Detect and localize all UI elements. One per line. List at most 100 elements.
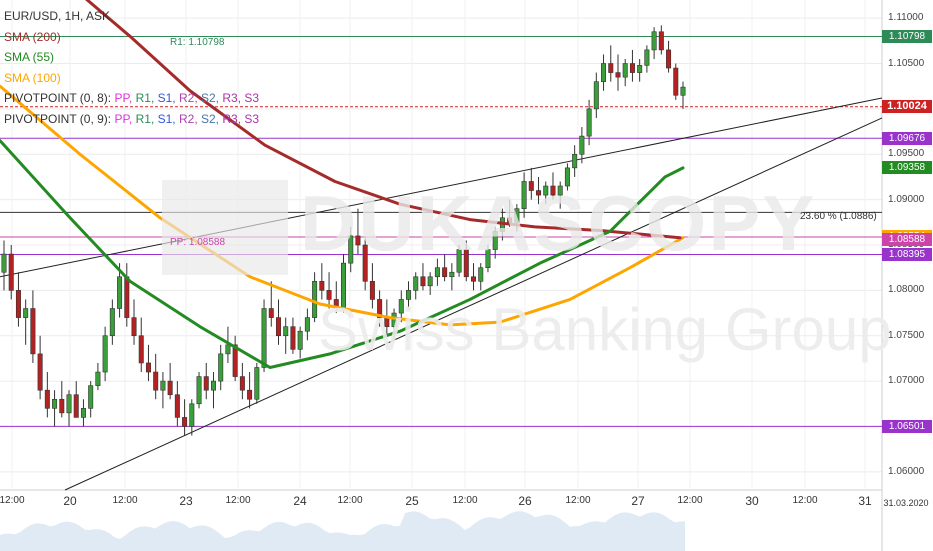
candle [434, 258, 440, 286]
candle [579, 127, 585, 164]
candle-body [536, 190, 542, 196]
candle-body [297, 330, 303, 350]
y-tick-label: 1.11000 [888, 12, 924, 24]
candle [492, 226, 498, 259]
pivot-item-r1: R1, [135, 111, 158, 126]
candle-body [174, 394, 180, 418]
x-tick-label: 12:00 [112, 495, 138, 506]
candle-body [73, 394, 79, 418]
x-tick-label: 12:00 [225, 495, 251, 506]
candle-body [608, 63, 614, 73]
candle-body [572, 153, 578, 169]
candle-body [658, 31, 664, 51]
candle [413, 272, 419, 300]
candle [478, 263, 484, 291]
pivot-item-s3: S3 [244, 91, 260, 105]
watermark-subtitle: Swiss Banking Group [318, 296, 892, 363]
candle-body [637, 65, 643, 73]
moving-averages [0, 0, 685, 369]
candle-body [15, 290, 21, 318]
candle [377, 290, 383, 327]
candle [189, 399, 195, 436]
candle [673, 63, 679, 100]
candle [268, 281, 274, 327]
candle-body [492, 231, 498, 250]
candle-body [117, 276, 123, 309]
candle [319, 263, 325, 300]
candle [210, 372, 216, 409]
candle-body [167, 380, 173, 396]
candle-body [543, 185, 549, 196]
candle [615, 54, 621, 91]
watermark-logo [162, 180, 288, 275]
y-tick-label: 1.09000 [888, 193, 925, 205]
candle-body [666, 49, 672, 69]
candle-body [586, 108, 592, 137]
candle [131, 299, 137, 345]
candle [109, 299, 115, 345]
candle [666, 40, 672, 73]
candle [485, 245, 491, 273]
candle [572, 145, 578, 177]
candle-body [261, 308, 267, 368]
candle-body [434, 267, 440, 278]
candle-body [564, 167, 570, 187]
y-tick-label: 1.10500 [888, 57, 925, 69]
candle [145, 344, 151, 382]
legend-pivot8[interactable]: PIVOTPOINT (0, 8): PP, R1, S1, R2, S2, R… [4, 88, 259, 109]
candle-body [362, 244, 368, 282]
pivot-item-s1: S1, [157, 91, 179, 105]
price-box-level-3: 1.06501 [882, 419, 932, 433]
candle-body [673, 67, 679, 96]
sma200-line [85, 0, 682, 240]
candle [30, 290, 36, 363]
pivot-item-s2: S2, [201, 91, 223, 105]
price-box-sma55: 1.09358 [882, 160, 932, 174]
candle-body [463, 249, 469, 278]
legend-sma55[interactable]: SMA (55) [4, 50, 55, 64]
y-tick-label: 1.07000 [888, 375, 925, 387]
candle [102, 326, 108, 382]
legend-sma200[interactable]: SMA (200) [4, 29, 61, 44]
chart-legend: EUR/USD, 1H, ASK SMA (200) SMA (55) SMA … [4, 6, 259, 129]
candle-body [283, 326, 289, 337]
legend-pivot9[interactable]: PIVOTPOINT (0, 9): PP, R1, S1, R2, S2, R… [4, 109, 259, 130]
candle [651, 27, 657, 59]
candle [52, 390, 58, 427]
volume-shape [0, 511, 685, 551]
candle-body [644, 49, 650, 66]
candle [196, 372, 202, 409]
candle [88, 381, 94, 418]
candle-body [514, 208, 520, 223]
candle [239, 362, 245, 400]
candle [644, 45, 650, 73]
candle-body [30, 308, 36, 355]
candle-body [601, 63, 607, 82]
candle [66, 390, 72, 427]
candle-body [131, 317, 137, 337]
candle [593, 72, 599, 118]
pivot-item-s3: S3 [244, 111, 260, 126]
legend-sma100[interactable]: SMA (100) [4, 70, 61, 85]
candle-body [593, 81, 599, 110]
candle-body [406, 290, 412, 300]
candle [15, 272, 21, 327]
legend-symbol: EUR/USD, 1H, ASK [4, 9, 111, 23]
candle-body [239, 376, 245, 391]
candle [203, 362, 209, 400]
candle-body [102, 335, 108, 373]
candle [507, 199, 513, 227]
volume-area [0, 511, 685, 551]
pivot-prefix: PIVOTPOINT (0, 8): [4, 91, 115, 105]
x-tick-label: 12:00 [792, 495, 818, 506]
candle [348, 226, 354, 273]
candle-body [651, 31, 657, 51]
candle [550, 172, 556, 200]
candle [521, 172, 527, 218]
candle-body [449, 271, 455, 278]
candle [420, 263, 426, 291]
x-tick-label: 31.03.2020 [883, 498, 929, 508]
pivot-item-r1: R1, [135, 91, 158, 105]
candle [586, 99, 592, 146]
